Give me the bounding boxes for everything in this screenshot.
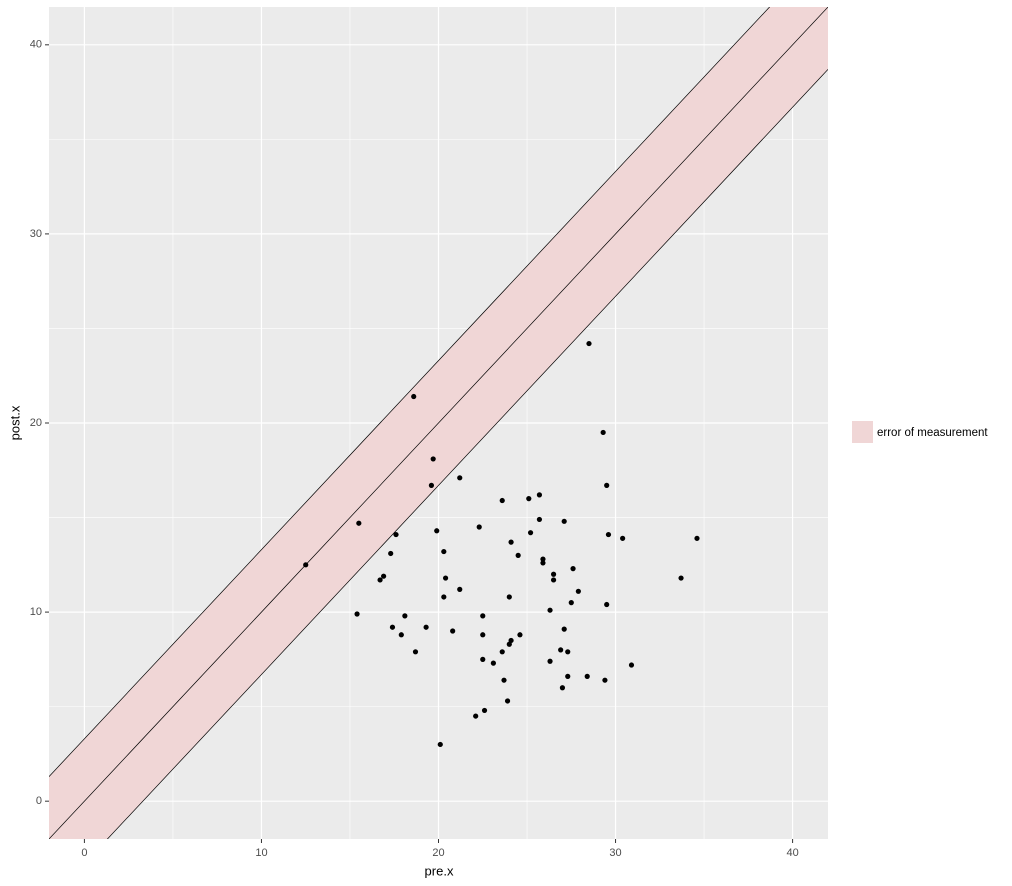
point [565,649,571,655]
point [628,662,635,668]
point [388,550,394,557]
point [570,566,576,572]
point [605,531,612,538]
point [356,520,362,526]
point [604,601,610,608]
point [499,649,505,655]
point [441,594,447,600]
point [526,496,532,502]
point [540,560,546,566]
point [604,482,610,488]
point [586,340,592,347]
point [473,713,479,719]
y-tick-label: 10 [30,606,42,618]
point [568,600,574,606]
x-tick-label: 40 [786,847,798,859]
point [602,677,608,683]
y-axis-title: post.x [7,405,22,440]
point [550,577,557,583]
x-tick-label: 20 [432,847,444,859]
point [508,539,514,545]
point [480,632,486,638]
point [536,492,543,498]
point [389,624,396,630]
point [600,429,606,436]
point [437,741,443,748]
reference-line [106,69,828,839]
point [678,575,684,581]
point [441,548,447,555]
y-tick-label: 20 [30,417,42,429]
point [457,586,463,593]
point [694,535,700,541]
legend-label: error of measurement [877,427,988,439]
point [506,641,512,647]
point [412,649,419,655]
point [428,482,435,488]
reference-line [49,7,771,777]
point [501,677,507,683]
point [565,673,571,679]
point [476,524,482,530]
point [411,393,417,400]
point [499,497,505,504]
point [517,632,523,638]
plot-area [49,7,828,839]
point [481,707,488,714]
x-axis-title: pre.x [425,863,454,878]
point [430,456,436,462]
point [434,528,440,534]
point [450,628,456,634]
point [561,518,567,524]
point [442,575,449,581]
point [423,624,429,630]
point [584,673,590,679]
y-tick-label: 40 [30,39,42,51]
point [550,571,557,577]
point [547,658,553,664]
point [398,632,404,638]
point [381,573,387,579]
point [558,647,564,653]
point [490,660,496,666]
y-tick-label: 30 [30,228,42,240]
point [506,594,512,600]
point [303,562,309,568]
y-tick-label: 0 [36,795,42,807]
point [620,535,626,541]
x-tick-label: 10 [255,847,267,859]
point [354,611,360,617]
point [561,626,567,632]
point [575,588,581,594]
point [504,698,511,704]
point [527,530,534,536]
x-tick-label: 0 [81,847,87,859]
point [547,607,553,613]
point [402,613,408,619]
point [559,685,566,691]
point [480,613,486,619]
point [540,556,546,562]
x-tick-label: 30 [609,847,621,859]
point [393,531,399,538]
reference-line [49,7,828,839]
point [515,552,521,558]
point [377,577,383,583]
point [457,475,463,481]
legend-key [852,421,873,443]
point [480,656,486,662]
point [536,516,543,523]
